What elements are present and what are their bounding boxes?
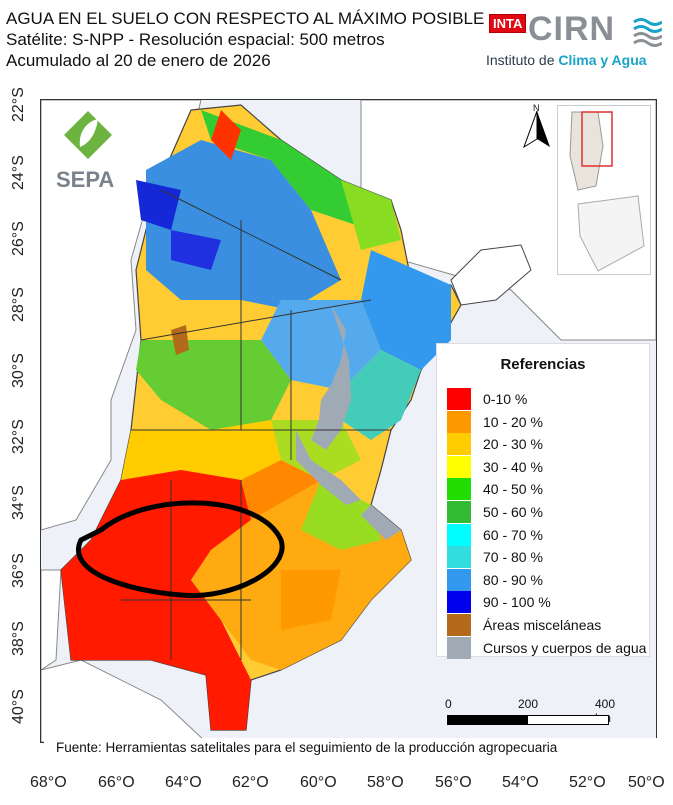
legend-swatch xyxy=(447,568,471,591)
legend-swatch xyxy=(447,614,471,636)
legend-item: Áreas misceláneas xyxy=(447,614,601,636)
lon-label: 68°O xyxy=(30,774,67,791)
legend-label: 10 - 20 % xyxy=(483,413,543,430)
legend-label: 90 - 100 % xyxy=(483,594,551,611)
map-title: AGUA EN EL SUELO CON RESPECTO AL MÁXIMO … xyxy=(6,9,485,28)
lon-label: 62°O xyxy=(232,774,269,791)
waves-icon xyxy=(633,18,662,47)
legend-swatch xyxy=(447,410,471,433)
north-label: N xyxy=(533,103,540,113)
legend-label: 60 - 70 % xyxy=(483,526,543,543)
lon-label: 66°O xyxy=(98,774,135,791)
legend: Referencias 0-10 % 10 - 20 % 20 - 30 % 30 -… xyxy=(436,343,650,659)
inta-logo: INTA xyxy=(489,14,527,33)
legend-item: 70 - 80 % xyxy=(447,546,543,569)
lat-label: 38°S xyxy=(10,621,27,656)
legend-swatch xyxy=(447,388,471,410)
legend-item: 60 - 70 % xyxy=(447,523,543,546)
legend-item: 20 - 30 % xyxy=(447,433,543,456)
legend-swatch xyxy=(447,501,471,523)
location-inset xyxy=(557,105,651,275)
cirn-sub-prefix: Instituto de xyxy=(486,52,559,68)
legend-swatch xyxy=(447,455,471,478)
cirn-subtitle: Instituto de Clima y Agua xyxy=(486,52,647,68)
legend-label: Áreas misceláneas xyxy=(483,617,602,633)
legend-swatch xyxy=(447,433,471,456)
leaf-icon xyxy=(64,111,112,159)
sepa-logo: SEPA xyxy=(52,107,122,192)
scale-bar-white xyxy=(527,715,609,725)
lon-label: 52°O xyxy=(569,774,606,791)
lat-label: 30°S xyxy=(10,353,27,388)
lon-label: 54°O xyxy=(502,774,539,791)
legend-item: Cursos y cuerpos de agua xyxy=(447,636,647,659)
legend-label: 50 - 60 % xyxy=(483,504,543,520)
lon-label: 50°O xyxy=(628,774,665,791)
legend-item: 10 - 20 % xyxy=(447,410,543,433)
sepa-text: SEPA xyxy=(56,167,115,192)
source-note: Fuente: Herramientas satelitales para el… xyxy=(44,738,662,758)
lon-label: 56°O xyxy=(435,774,472,791)
legend-item: 30 - 40 % xyxy=(447,455,543,478)
cirn-logo: INTA CIRN Instituto de Clima y Agua xyxy=(486,10,666,72)
cirn-logo-text: CIRN xyxy=(528,10,616,48)
legend-item: 50 - 60 % xyxy=(447,501,543,523)
map-header: AGUA EN EL SUELO CON RESPECTO AL MÁXIMO … xyxy=(6,8,484,71)
lon-label: 58°O xyxy=(367,774,404,791)
map-date: Acumulado al 20 de enero de 2026 xyxy=(6,51,271,70)
legend-swatch xyxy=(447,591,471,614)
lat-label: 36°S xyxy=(10,553,27,588)
legend-label: 20 - 30 % xyxy=(483,436,543,453)
lon-label: 60°O xyxy=(300,774,337,791)
lat-label: 40°S xyxy=(10,689,27,724)
legend-item: 80 - 90 % xyxy=(447,568,543,591)
north-arrow: N xyxy=(522,103,552,153)
lat-label: 22°S xyxy=(10,87,27,122)
scale-label-200: 200 xyxy=(518,697,539,711)
lat-label: 24°S xyxy=(10,155,27,190)
legend-swatch xyxy=(447,636,471,659)
map-subtitle: Satélite: S-NPP - Resolución espacial: 5… xyxy=(6,30,385,49)
legend-item: 90 - 100 % xyxy=(447,591,551,614)
soil-water-map xyxy=(41,100,656,742)
legend-swatch xyxy=(447,478,471,501)
lat-label: 32°S xyxy=(10,419,27,454)
legend-title: Referencias xyxy=(500,356,586,373)
legend-label: 30 - 40 % xyxy=(483,458,543,475)
legend-label: 70 - 80 % xyxy=(483,549,543,566)
legend-label: 40 - 50 % xyxy=(483,481,543,498)
legend-item: 0-10 % xyxy=(447,388,527,410)
map-frame xyxy=(40,99,657,743)
lat-label: 28°S xyxy=(10,287,27,322)
lat-label: 26°S xyxy=(10,221,27,256)
scale-label-0: 0 xyxy=(445,697,452,711)
legend-label: 80 - 90 % xyxy=(483,571,543,588)
lat-label: 34°S xyxy=(10,485,27,520)
lon-label: 64°O xyxy=(165,774,202,791)
scale-bar-black xyxy=(447,715,529,725)
cirn-sub-accent: Clima y Agua xyxy=(558,52,647,68)
legend-item: 40 - 50 % xyxy=(447,478,543,501)
legend-swatch xyxy=(447,546,471,569)
inset-map xyxy=(569,111,645,272)
legend-label: 0-10 % xyxy=(483,391,528,407)
legend-swatch xyxy=(447,523,471,546)
north-arrow-icon xyxy=(523,111,550,149)
legend-label: Cursos y cuerpos de agua xyxy=(483,639,647,656)
scale-bar: 0 200 400 km xyxy=(445,693,615,733)
